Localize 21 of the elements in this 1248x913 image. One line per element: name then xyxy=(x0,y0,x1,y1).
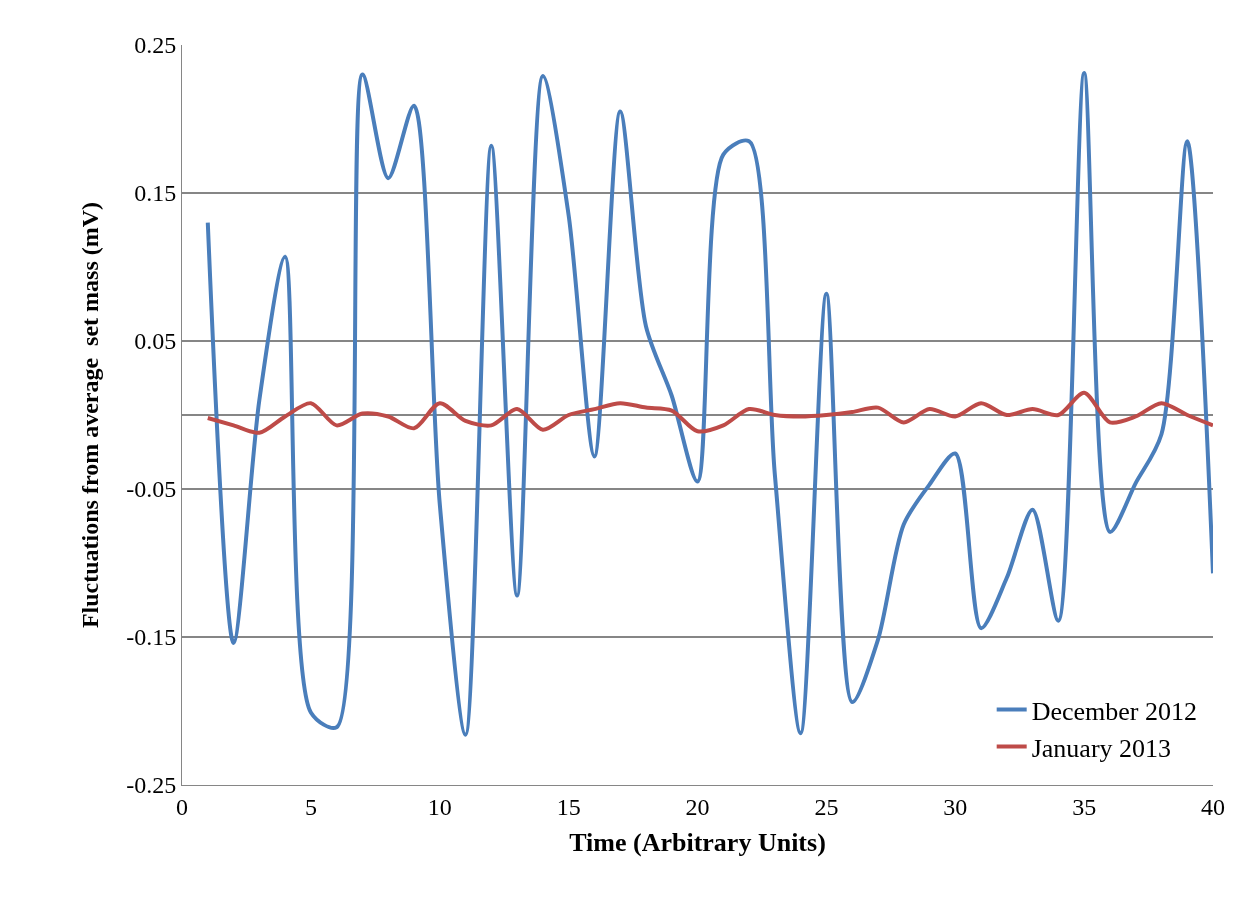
y-tick-label: -0.25 xyxy=(126,772,177,799)
x-axis-title: Time (Arbitrary Units) xyxy=(569,828,826,858)
legend-label: December 2012 xyxy=(1031,696,1198,726)
x-tick-label: 40 xyxy=(1201,793,1225,820)
x-tick-label: 10 xyxy=(427,793,452,820)
x-tick-label: 5 xyxy=(304,793,317,820)
y-tick-label: -0.15 xyxy=(126,624,177,651)
y-tick-label: 0.05 xyxy=(134,328,177,355)
x-tick-label: 0 xyxy=(176,793,188,820)
x-tick-label: 30 xyxy=(943,793,968,820)
line-series xyxy=(205,390,1213,435)
x-tick-label: 35 xyxy=(1072,793,1097,820)
x-tick-label: 15 xyxy=(556,793,581,820)
y-tick-label: -0.05 xyxy=(126,476,177,503)
x-tick-label: 25 xyxy=(814,793,839,820)
x-tick-label: 20 xyxy=(685,793,710,820)
y-axis-title: Fluctuations from average set mass (mV) xyxy=(77,201,104,629)
y-tick-label: 0.25 xyxy=(134,32,177,59)
y-tick-label: 0.15 xyxy=(134,180,177,207)
legend-label: January 2013 xyxy=(1031,733,1172,763)
line-series xyxy=(205,71,1213,737)
